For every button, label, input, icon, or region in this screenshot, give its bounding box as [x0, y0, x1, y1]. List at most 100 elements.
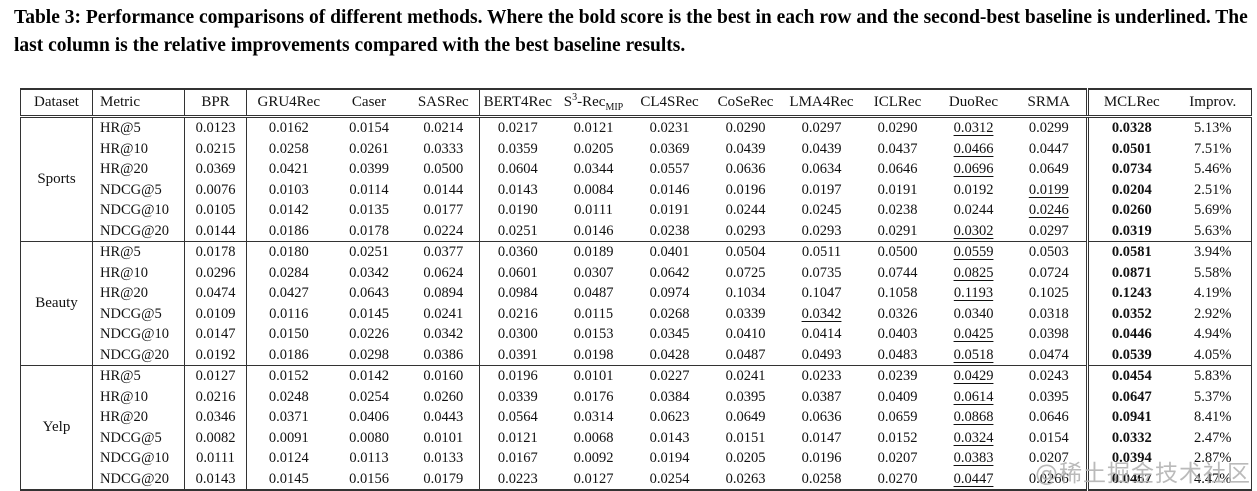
value-cell-mclrec: 0.0941: [1086, 407, 1175, 428]
metric-label: HR@5: [92, 365, 185, 387]
value-cell-v9: 0.0483: [877, 346, 918, 363]
value-cell-mclrec: 0.0539: [1086, 344, 1175, 366]
value-cell-v7: 0.0293: [725, 222, 766, 239]
value-cell-v11: 0.0199: [1028, 181, 1069, 198]
value-cell-v4: 0.0196: [479, 365, 556, 387]
value-cell-v1: 0.0421: [268, 161, 309, 177]
section-sports: Sports HR@5 0.0123 0.0162 0.0154 0.0214 0.0217…: [20, 116, 1252, 242]
dataset-label-yelp: Yelp: [20, 365, 93, 490]
value-cell-v3: 0.0101: [407, 427, 480, 448]
value-cell-v9: 0.0191: [877, 181, 918, 198]
value-cell-v6: 0.0268: [649, 305, 690, 322]
value-cell-v0: 0.0123: [184, 116, 247, 139]
value-cell-v7: 0.0151: [725, 429, 766, 446]
value-cell-v10: 0.0825: [953, 264, 994, 281]
col-header-v9: ICLRec: [859, 89, 936, 118]
value-cell-improv: 5.83%: [1174, 365, 1252, 387]
value-cell-v9: 0.1058: [877, 285, 918, 301]
value-cell-v10: 0.0244: [953, 202, 994, 218]
value-cell-v1: 0.0091: [268, 429, 309, 446]
table-header: Dataset Metric BPR GRU4Rec Caser SASRec BERT4R…: [20, 89, 1252, 118]
value-cell-v9: 0.0238: [877, 202, 918, 218]
value-cell-improv: 4.05%: [1194, 346, 1232, 363]
value-cell-v11: 0.1025: [1028, 285, 1069, 301]
value-cell-v1: 0.0258: [268, 140, 309, 157]
value-cell-v10: 0.0447: [953, 470, 994, 487]
value-cell-v6: 0.0384: [649, 388, 690, 405]
metric-label: HR@20: [92, 283, 185, 304]
value-cell-improv: 7.51%: [1194, 140, 1232, 157]
value-cell-v7: 0.0339: [725, 305, 766, 322]
metric-label: NDCG@5: [92, 303, 185, 324]
value-cell-v1: 0.0145: [268, 470, 309, 487]
table-row: NDCG@5 0.0082 0.0091 0.0080 0.0101 0.0121 0.00…: [21, 427, 1252, 448]
value-cell-v6: 0.0191: [649, 202, 690, 218]
metric-label: NDCG@5: [92, 179, 185, 200]
value-cell-v2: 0.0261: [349, 140, 389, 157]
value-cell-v8: 0.0197: [801, 181, 842, 198]
metric-label: HR@20: [92, 407, 185, 428]
value-cell-v9: 0.0409: [877, 388, 918, 405]
value-cell-v11: 0.0474: [1028, 346, 1069, 363]
value-cell-v10: 0.0192: [953, 181, 994, 198]
value-cell-v7: 0.0504: [707, 241, 784, 263]
value-cell-v9: 0.0207: [877, 450, 918, 466]
value-cell-improv: 5.13%: [1194, 120, 1232, 136]
col-header-dataset: Dataset: [20, 89, 93, 118]
value-cell-v11: 0.0318: [1028, 305, 1069, 322]
value-cell-v0: 0.0147: [184, 324, 247, 345]
value-cell-v1: 0.0103: [268, 181, 309, 198]
value-cell-v10: 0.1193: [953, 285, 994, 301]
value-cell-v0: 0.0296: [184, 262, 247, 283]
value-cell-v4: 0.0216: [497, 305, 538, 322]
table-row: Sports HR@5 0.0123 0.0162 0.0154 0.0214 0.0217…: [20, 116, 1252, 242]
value-cell-v1: 0.0427: [268, 285, 309, 301]
value-cell-v6: 0.0642: [649, 264, 690, 281]
value-cell-improv: 5.58%: [1194, 264, 1232, 281]
col-header-v8: LMA4Rec: [783, 89, 860, 118]
value-cell-v8: 0.0293: [801, 222, 842, 239]
metric-label: HR@10: [92, 138, 185, 159]
value-cell-v5: 0.0487: [573, 285, 614, 301]
value-cell-v1: 0.0150: [268, 326, 309, 342]
value-cell-v3: 0.0144: [407, 179, 480, 200]
section-yelp: Yelp HR@5 0.0127 0.0152 0.0142 0.0160 0.0196 0.…: [20, 365, 1252, 490]
table-row: NDCG@10 0.0147 0.0150 0.0226 0.0342 0.0300 0.0…: [21, 324, 1252, 345]
value-cell-v0: 0.0082: [184, 427, 247, 448]
value-cell-v7: 0.0636: [725, 161, 766, 177]
value-cell-v8: 0.0493: [801, 346, 842, 363]
value-cell-v0: 0.0216: [184, 386, 247, 407]
value-cell-v1: 0.0186: [268, 222, 309, 239]
results-table: Dataset Metric BPR GRU4Rec Caser SASRec BERT4R…: [20, 88, 1252, 491]
value-cell-v3: 0.0214: [407, 116, 480, 139]
value-cell-mclrec: 0.0260: [1086, 200, 1175, 221]
value-cell-v6: 0.0227: [631, 365, 708, 387]
table-row: HR@20 0.0369 0.0421 0.0399 0.0500 0.0604 0.034…: [21, 159, 1252, 180]
value-cell-improv: 4.47%: [1194, 470, 1232, 487]
value-cell-mclrec: 0.0734: [1086, 159, 1175, 180]
value-cell-v0: 0.0192: [184, 344, 247, 366]
value-cell-v11: 0.0649: [1028, 161, 1069, 177]
metric-label: NDCG@10: [92, 324, 185, 345]
value-cell-v3: 0.0894: [407, 283, 480, 304]
value-cell-v6: 0.0369: [649, 140, 690, 157]
value-cell-mclrec: 0.0204: [1086, 179, 1175, 200]
value-cell-improv: 2.47%: [1194, 429, 1232, 446]
value-cell-v0: 0.0105: [184, 200, 247, 221]
value-cell-v5: 0.0092: [573, 450, 614, 466]
value-cell-v5: 0.0115: [573, 305, 614, 322]
value-cell-v6: 0.0254: [649, 470, 690, 487]
value-cell-v7: 0.0395: [725, 388, 766, 405]
value-cell-v5: 0.0198: [573, 346, 614, 363]
value-cell-v10: 0.0425: [953, 326, 994, 342]
value-cell-v10: 0.0868: [953, 409, 994, 425]
col-header-v2: Caser: [330, 89, 408, 118]
value-cell-improv: 5.69%: [1194, 202, 1232, 218]
value-cell-v5: 0.0176: [573, 388, 614, 405]
value-cell-v3: 0.0160: [407, 365, 480, 387]
dataset-label-beauty: Beauty: [20, 241, 93, 366]
value-cell-v1: 0.0142: [268, 202, 309, 218]
value-cell-v0: 0.0111: [184, 448, 247, 469]
value-cell-v7: 0.0196: [725, 181, 766, 198]
